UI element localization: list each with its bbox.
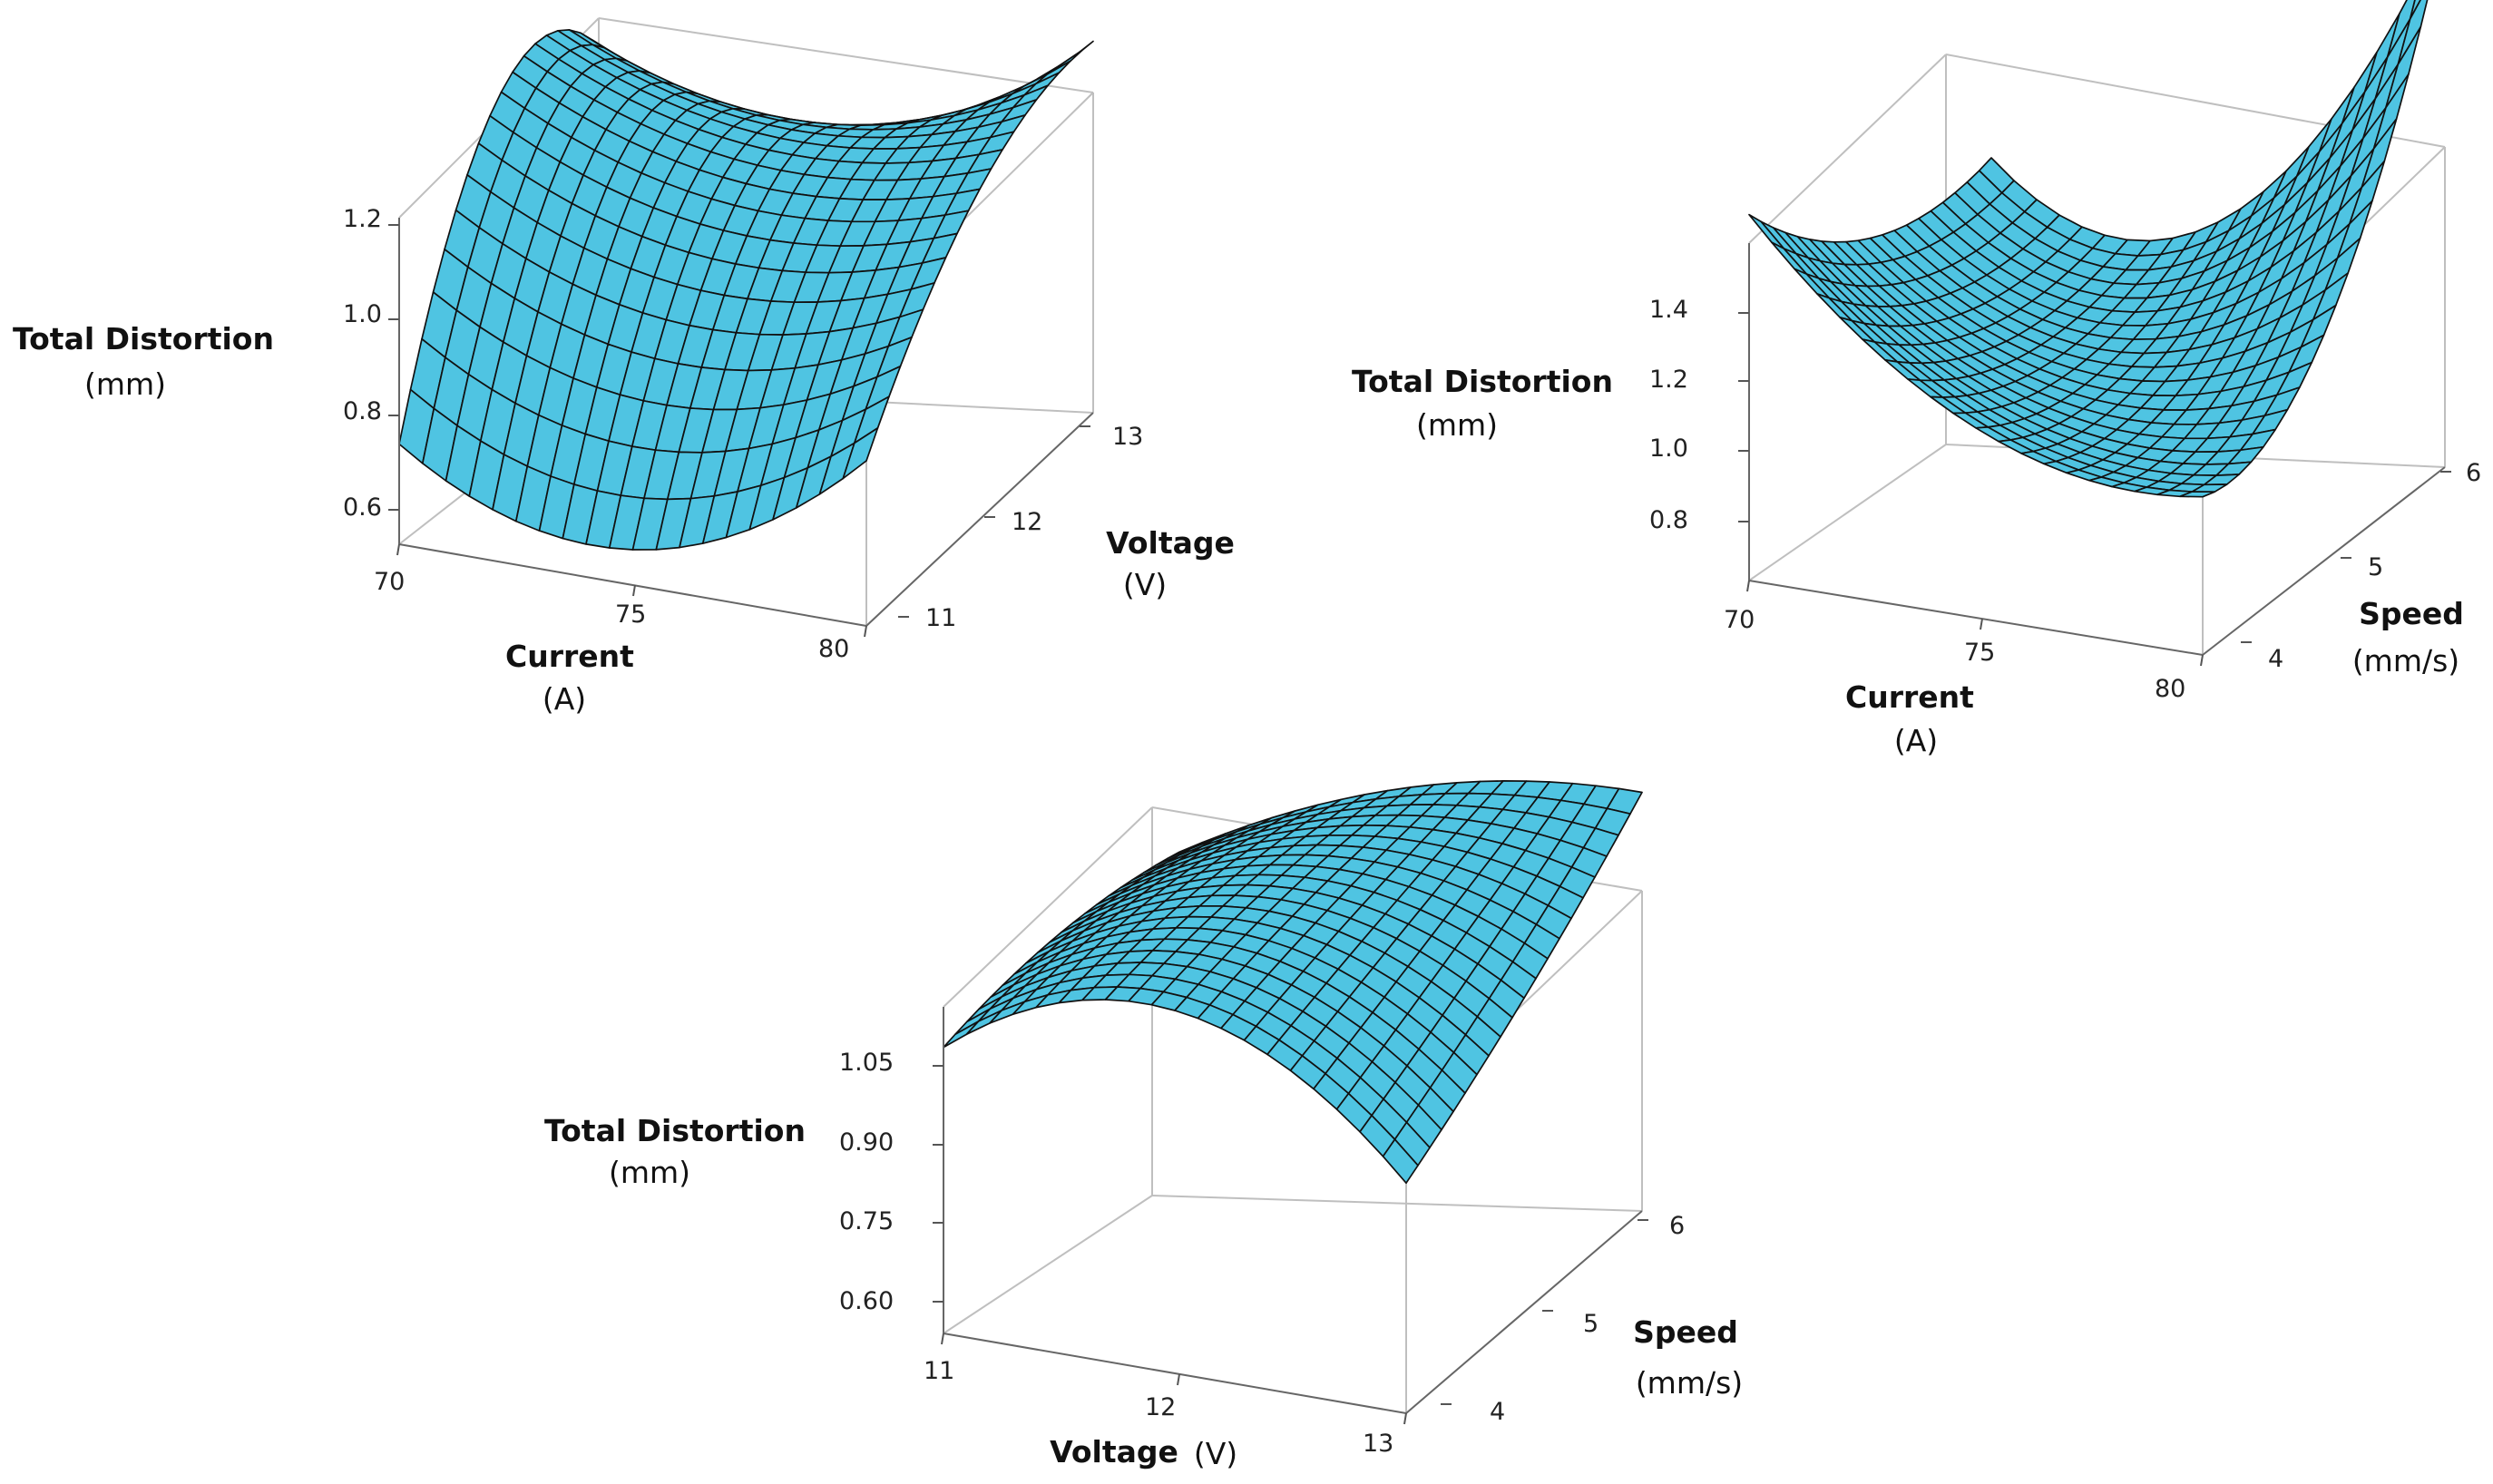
plot2-zlabel: Total Distortion <box>1352 364 1613 399</box>
surface-cell <box>943 1020 980 1049</box>
plot2-xunit: (A) <box>1894 723 1938 758</box>
plot3-xtick-label: 13 <box>1363 1430 1393 1458</box>
plot1-zunit: (mm) <box>84 366 166 402</box>
plot1-ylabel: Voltage <box>1106 525 1235 561</box>
plot1-ytick-label: 13 <box>1112 423 1143 451</box>
plot1-ztick-label: 0.8 <box>343 397 382 425</box>
plot3-xunit: (V) <box>1194 1436 1237 1471</box>
surface-plot-current-speed: 1.4 1.2 1.0 0.8 70 75 80 4 5 6 Total Dis… <box>1352 0 2481 758</box>
surface-cell <box>2179 491 2216 498</box>
plot1-ztick-label: 0.6 <box>343 493 382 522</box>
plot1-xunit: (A) <box>543 681 586 717</box>
plot3-yunit: (mm/s) <box>1636 1365 1743 1401</box>
plot1-axis-labels: Total Distortion (mm) Current (A) Voltag… <box>13 321 1235 717</box>
plot2-axis-labels: Total Distortion (mm) Current (A) Speed … <box>1352 364 2464 758</box>
plot3-xtick-label: 12 <box>1145 1393 1176 1421</box>
plot3-ztick-label: 0.90 <box>839 1128 894 1157</box>
surface-cell <box>842 427 879 480</box>
plot3-ytick-label: 5 <box>1583 1310 1598 1338</box>
plot1-xtick-label: 70 <box>374 568 405 596</box>
plot1-xtick-label: 80 <box>818 635 849 663</box>
plot3-xlabel: Voltage <box>1050 1434 1178 1469</box>
plot1-ticks <box>388 224 1090 638</box>
plot2-surface <box>1748 0 2429 498</box>
plot2-ticks <box>1738 312 2451 667</box>
plot2-tick-labels: 1.4 1.2 1.0 0.8 70 75 80 4 5 6 <box>1649 296 2481 703</box>
plot1-xlabel: Current <box>505 639 634 674</box>
plot2-ztick-label: 0.8 <box>1649 506 1688 534</box>
plot3-axes <box>943 1007 1643 1414</box>
plot3-ytick-label: 4 <box>1490 1398 1505 1426</box>
surface-plot-current-voltage: 1.2 1.0 0.8 0.6 70 75 80 11 12 13 Total … <box>13 17 1235 717</box>
plot3-ticks <box>933 1065 1648 1425</box>
plot2-xtick-label: 75 <box>1964 639 1995 667</box>
plot3-zlabel: Total Distortion <box>544 1113 806 1148</box>
plot2-axes <box>1748 243 2446 656</box>
plot3-surface <box>943 780 1643 1185</box>
plot1-ztick-label: 1.0 <box>343 300 382 328</box>
plot3-tick-labels: 1.05 0.90 0.75 0.60 11 12 13 4 5 6 <box>839 1049 1685 1458</box>
plot2-xtick-label: 80 <box>2155 675 2185 703</box>
plot2-xlabel: Current <box>1845 679 1974 715</box>
plot3-ylabel: Speed <box>1633 1314 1738 1350</box>
plot2-ytick-label: 6 <box>2466 459 2481 487</box>
plot3-ztick-label: 0.60 <box>839 1287 894 1315</box>
plot1-ztick-label: 1.2 <box>343 205 382 233</box>
plot1-tick-labels: 1.2 1.0 0.8 0.6 70 75 80 11 12 13 <box>343 205 1143 663</box>
plot2-ylabel: Speed <box>2359 596 2464 631</box>
plot1-ytick-label: 11 <box>925 604 956 632</box>
plot3-ztick-label: 1.05 <box>839 1049 894 1077</box>
plot2-ztick-label: 1.2 <box>1649 366 1688 394</box>
plot2-zunit: (mm) <box>1416 407 1498 443</box>
plot3-axis-labels: Total Distortion (mm) Voltage (V) Speed … <box>544 1113 1743 1471</box>
plot3-xtick-label: 11 <box>924 1357 954 1385</box>
plot1-zlabel: Total Distortion <box>13 321 274 356</box>
surface-cell <box>1382 1138 1419 1185</box>
plot2-xtick-label: 70 <box>1724 606 1755 634</box>
plot2-yunit: (mm/s) <box>2352 643 2459 679</box>
plot1-surface <box>398 29 1094 551</box>
plot2-ytick-label: 5 <box>2368 553 2383 581</box>
plot3-ytick-label: 6 <box>1669 1212 1685 1240</box>
plot3-zunit: (mm) <box>609 1155 690 1190</box>
plot3-ztick-label: 0.75 <box>839 1207 894 1235</box>
plot2-ytick-label: 4 <box>2268 645 2283 673</box>
plot1-ytick-label: 12 <box>1012 508 1042 536</box>
plot2-ztick-label: 1.4 <box>1649 296 1688 324</box>
plot2-ztick-label: 1.0 <box>1649 434 1688 463</box>
plot1-yunit: (V) <box>1123 567 1167 602</box>
plot1-axes <box>398 218 1094 627</box>
surface-plot-voltage-speed: 1.05 0.90 0.75 0.60 11 12 13 4 5 6 Total… <box>544 780 1743 1471</box>
plot1-xtick-label: 75 <box>615 600 646 629</box>
